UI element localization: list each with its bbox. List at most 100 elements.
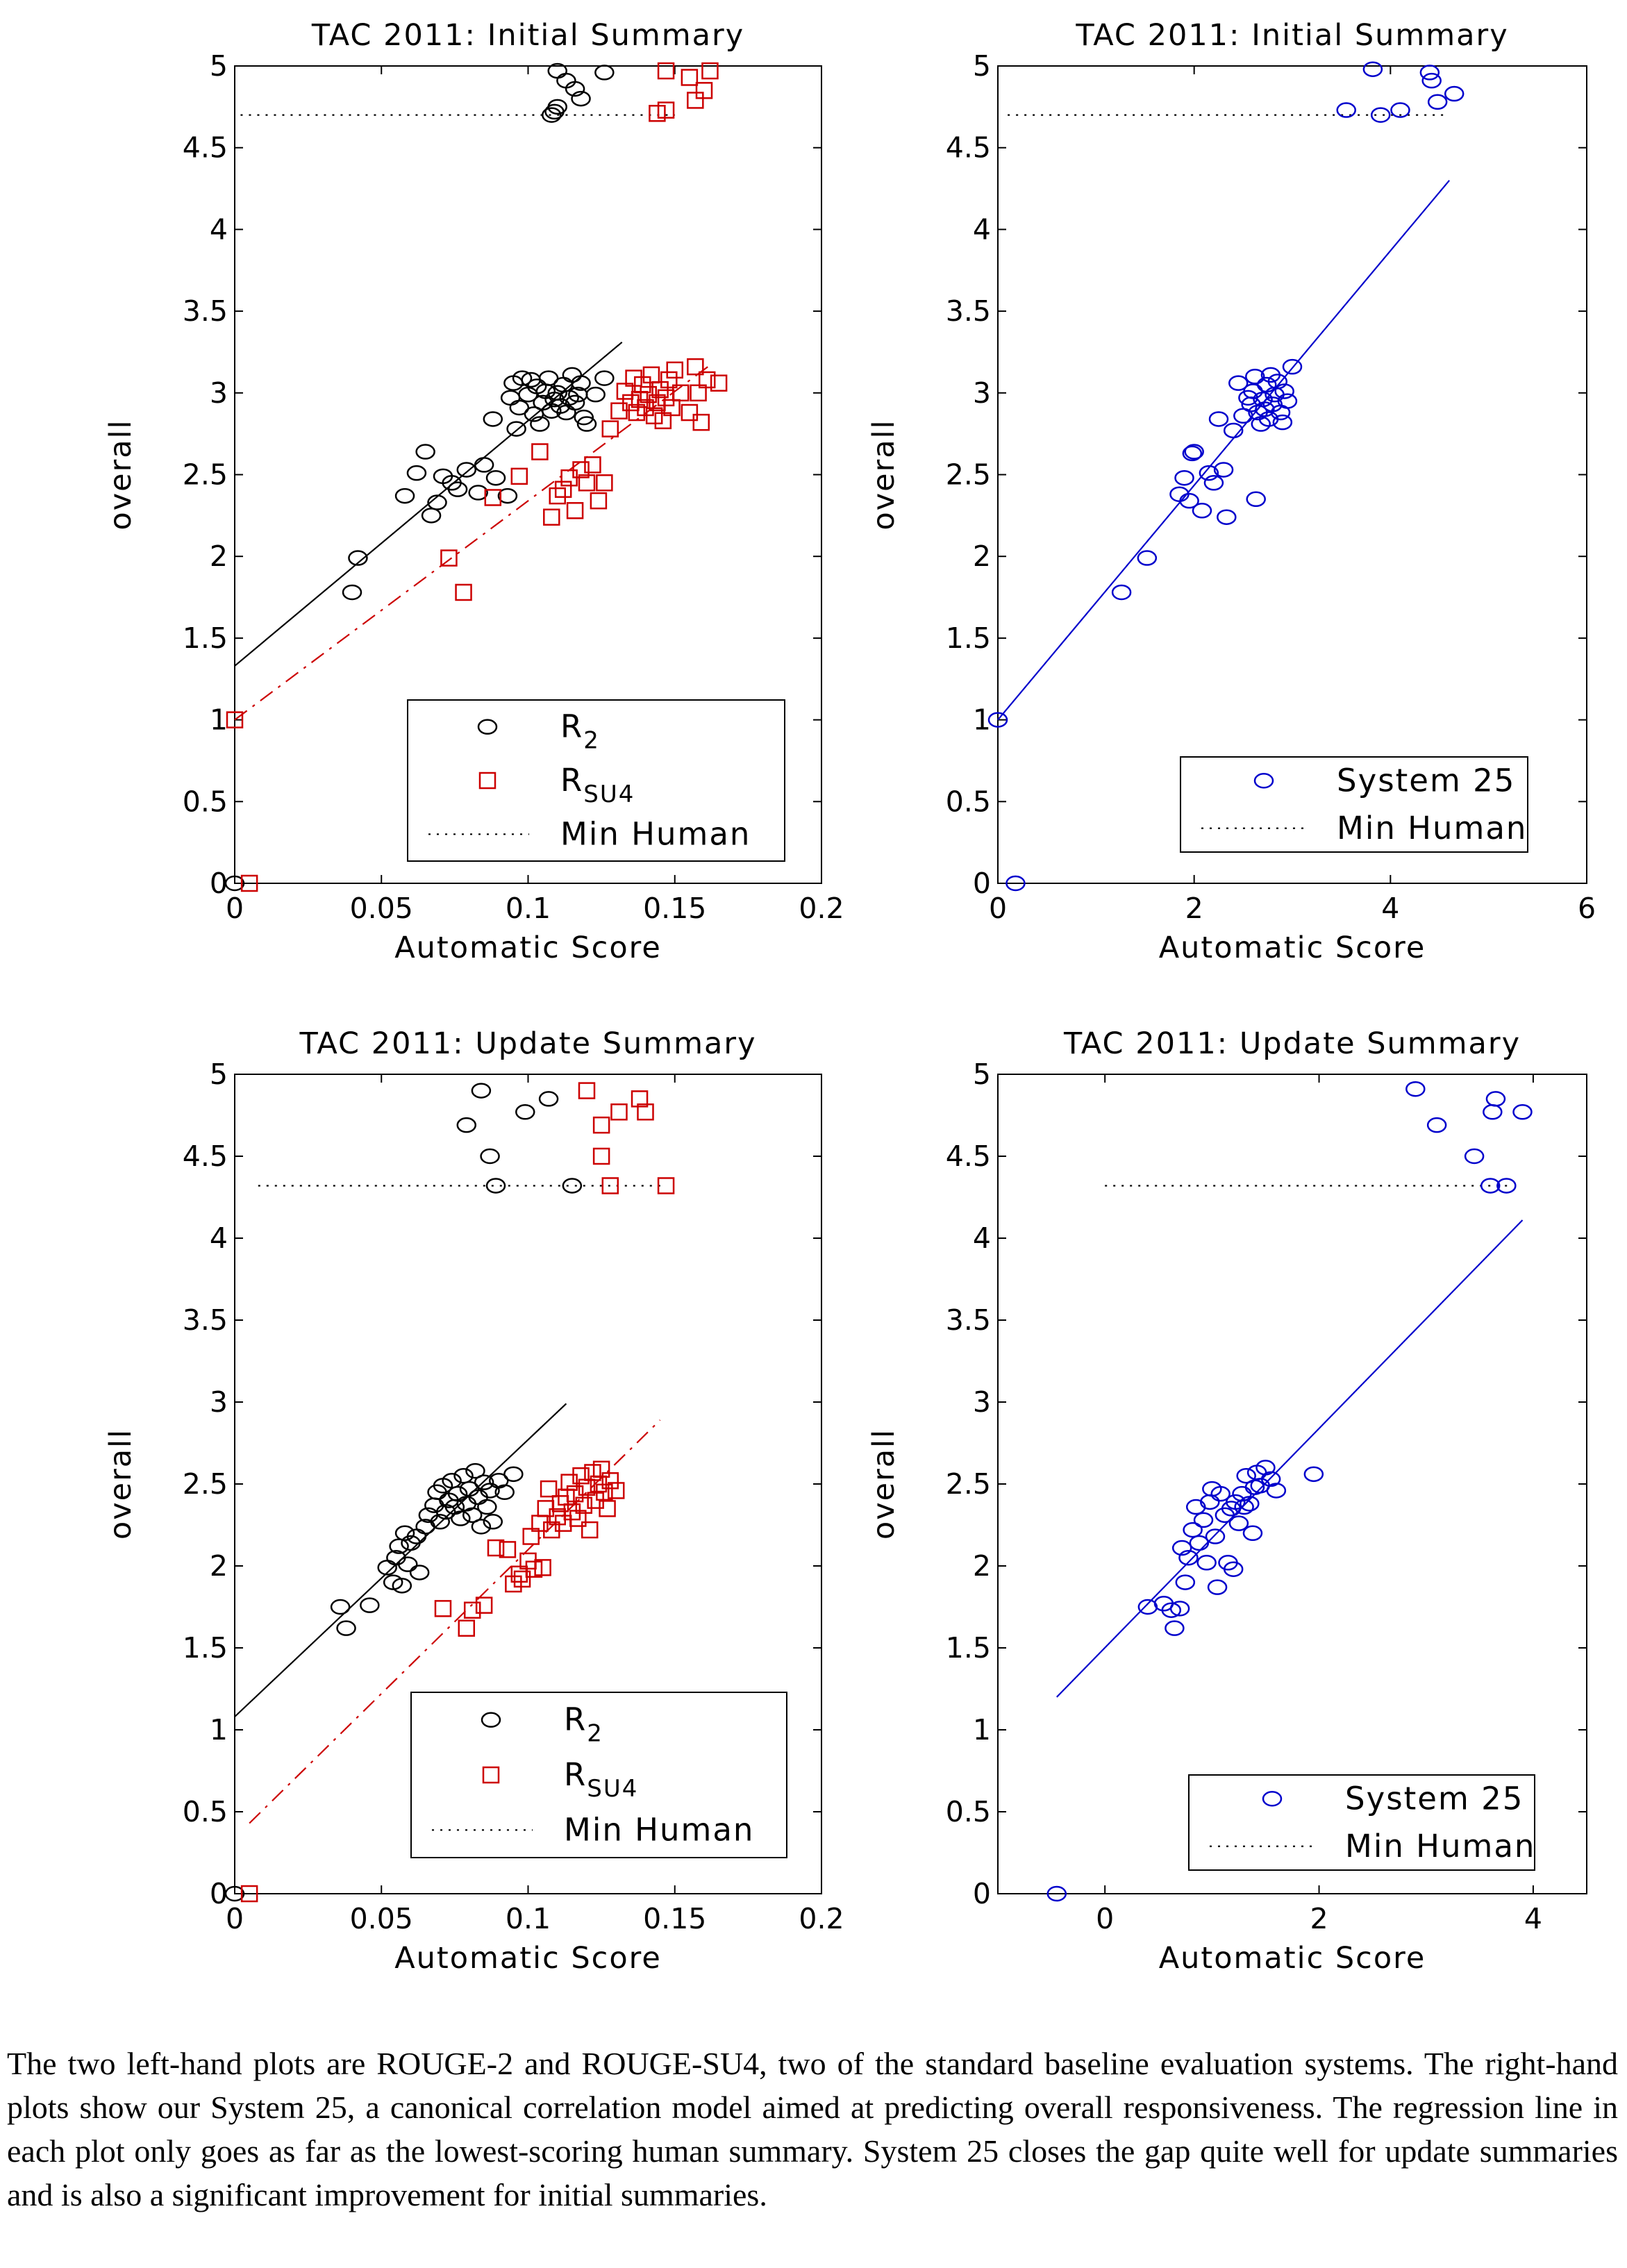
data-point [1171, 1540, 1192, 1556]
data-point [574, 409, 594, 426]
data-point [1255, 1460, 1276, 1476]
data-point [628, 403, 646, 422]
y-tick-label: 3 [210, 376, 228, 410]
y-tick-label: 1.5 [183, 1631, 228, 1665]
data-point [471, 1083, 492, 1099]
legend-label: System 25 [1337, 762, 1515, 799]
data-point [645, 407, 663, 425]
y-tick-label: 3.5 [183, 294, 228, 328]
x-axis-label: Automatic Score [1159, 931, 1426, 965]
data-point [1246, 491, 1266, 508]
data-point [497, 487, 518, 504]
data-point [240, 874, 258, 892]
chart-init-sys25: TAC 2011: Initial Summary 0 0.5 1 1.5 2 2.5 3 3.… [867, 18, 1596, 965]
y-tick-label: 5 [973, 49, 991, 83]
data-point [434, 1600, 452, 1617]
y-tick-label: 2 [210, 1549, 228, 1583]
legend-box [1188, 1774, 1535, 1871]
data-point [1196, 1555, 1217, 1571]
data-point [409, 1565, 430, 1581]
data-point [701, 62, 719, 80]
data-point [540, 1480, 558, 1498]
y-tick-label: 1 [973, 703, 991, 737]
data-point [1217, 509, 1237, 525]
data-point [569, 1510, 587, 1527]
series-RSU4 [240, 1082, 675, 1903]
y-tick-label: 2.5 [183, 1467, 228, 1501]
data-point [468, 485, 488, 501]
data-point [592, 1116, 610, 1134]
y-tick-label: 2.5 [946, 1467, 991, 1501]
y-tick-label: 3 [210, 1385, 228, 1419]
data-point [483, 411, 503, 427]
data-point [1242, 1525, 1263, 1542]
data-point [226, 711, 244, 728]
data-point [565, 394, 585, 411]
x-tick-label: 2 [1310, 1902, 1328, 1935]
x-tick-label: 0.1 [506, 1902, 551, 1935]
data-point [681, 69, 699, 86]
data-point [415, 444, 435, 460]
data-point [1370, 107, 1391, 123]
x-tick-label: 0 [989, 892, 1007, 925]
legend-label-subscript: SU4 [583, 781, 635, 808]
y-tick-label: 5 [973, 1058, 991, 1091]
x-tick-label: 0.05 [350, 1902, 413, 1935]
data-point [553, 376, 574, 393]
data-point [421, 508, 442, 524]
data-point [549, 487, 566, 505]
y-tick-label: 1 [973, 1713, 991, 1746]
y-tick-label: 1.5 [183, 622, 228, 655]
figure: TAC 2011: Initial Summary 0 0.5 1 1.5 2 2.5 3 3.… [103, 18, 1596, 1976]
data-point [1444, 85, 1465, 102]
data-point [625, 369, 642, 387]
data-point [525, 1560, 543, 1578]
data-point [657, 101, 675, 119]
x-tick-label: 0.2 [799, 892, 844, 925]
data-point [522, 1528, 540, 1545]
data-point [1165, 1620, 1185, 1636]
data-point [513, 1570, 531, 1588]
data-point [538, 370, 559, 386]
series-System 25 [1046, 1081, 1533, 1902]
data-point [1111, 584, 1132, 601]
data-point [534, 1559, 551, 1576]
legend-box [1180, 756, 1528, 853]
legend-marker [477, 719, 498, 735]
x-tick-label: 0 [226, 892, 244, 925]
data-point [631, 1090, 649, 1108]
data-point [1193, 1512, 1214, 1528]
data-point [571, 375, 591, 391]
y-tick-label: 4.5 [946, 131, 991, 165]
chart-upd-sys25: TAC 2011: Update Summary 0 0.5 1 1.5 2 2.5 3 3.5… [867, 1026, 1587, 1976]
data-point [1223, 422, 1244, 439]
data-point [1274, 383, 1294, 399]
data-point [1262, 397, 1283, 412]
data-point [681, 403, 699, 422]
data-point [578, 1082, 596, 1099]
data-point [562, 1178, 583, 1194]
data-point [566, 1485, 584, 1503]
x-tick-label: 2 [1185, 892, 1203, 925]
data-point [1006, 875, 1026, 892]
y-tick-label: 4 [210, 212, 228, 246]
data-point [710, 374, 728, 392]
data-point [584, 1464, 601, 1481]
data-point [559, 390, 579, 406]
data-point [560, 1474, 578, 1491]
y-tick-label: 3.5 [946, 1303, 991, 1337]
data-point [563, 1503, 581, 1521]
data-point [592, 1460, 610, 1478]
data-point [458, 1619, 476, 1637]
data-point [584, 456, 601, 474]
data-point [1427, 94, 1448, 110]
legend-marker [482, 1766, 500, 1784]
data-point [1405, 1081, 1426, 1097]
y-tick-label: 5 [210, 49, 228, 83]
data-point [542, 107, 562, 123]
data-point [1228, 375, 1249, 391]
y-tick-label: 0 [210, 1877, 228, 1910]
data-point [1179, 492, 1199, 509]
data-point [477, 1499, 497, 1515]
